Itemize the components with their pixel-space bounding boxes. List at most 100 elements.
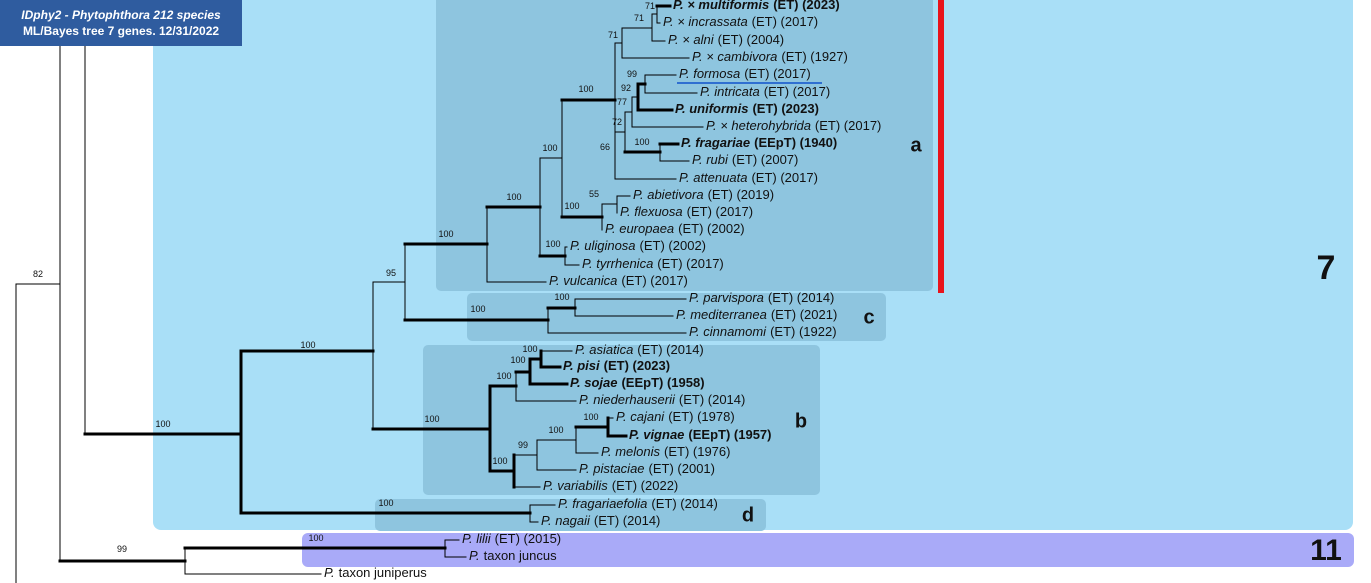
support-value: 100: [300, 340, 315, 350]
support-value: 71: [645, 1, 655, 11]
taxon-note: (ET) (2015): [495, 531, 561, 546]
taxon-label: P. vignae (EEpT) (1957): [629, 427, 771, 442]
taxon-note: (ET) (2007): [732, 152, 798, 167]
taxon-name: P. niederhauserii: [579, 392, 676, 407]
support-value: 100: [496, 371, 511, 381]
taxon-note: (ET) (2004): [718, 32, 784, 47]
taxon-name: P. lilii: [462, 531, 492, 546]
taxon-note: (ET) (2017): [621, 273, 687, 288]
taxon-label: P. fragariaefolia (ET) (2014): [558, 496, 718, 511]
taxon-note: (ET) (2014): [637, 342, 703, 357]
taxon-name: P. × multiformis: [673, 0, 769, 12]
support-value: 99: [627, 69, 637, 79]
taxon-label: P. nagaii (ET) (2014): [541, 513, 660, 528]
header: IDphy2 - Phytophthora 212 species ML/Bay…: [0, 0, 242, 46]
taxon-name: P. melonis: [601, 444, 661, 459]
taxon-name: P. variabilis: [543, 478, 608, 493]
taxon-note: (ET) (2023): [604, 358, 670, 373]
support-value: 100: [548, 425, 563, 435]
taxon-label: P. tyrrhenica (ET) (2017): [582, 256, 724, 271]
taxon-note: (ET) (2002): [640, 238, 706, 253]
header-line: ML/Bayes tree 7 genes. 12/31/2022: [22, 24, 220, 38]
taxon-label: P. uniformis (ET) (2023): [675, 101, 819, 116]
support-value: 100: [522, 344, 537, 354]
taxon-label: P. mediterranea (ET) (2021): [676, 307, 837, 322]
taxon-name: P. cinnamomi: [689, 324, 767, 339]
taxon-name: P. tyrrhenica: [582, 256, 653, 271]
taxon-name: P. asiatica: [575, 342, 633, 357]
support-value: 71: [608, 30, 618, 40]
taxon-note: (ET) (2014): [768, 290, 834, 305]
taxon-note: (ET) (1922): [770, 324, 836, 339]
taxon-note: (ET) (1978): [668, 409, 734, 424]
taxon-label: P. vulcanica (ET) (2017): [549, 273, 688, 288]
taxon-label: P. cajani (ET) (1978): [616, 409, 735, 424]
taxon-name: P. pisi: [563, 358, 600, 373]
taxon-label: P. intricata (ET) (2017): [700, 84, 830, 99]
taxon-note: (ET) (2022): [612, 478, 678, 493]
subclade-label: d: [742, 504, 754, 526]
taxon-label: P. formosa (ET) (2017): [679, 66, 811, 81]
taxon-note: (ET) (2017): [657, 256, 723, 271]
support-value: 95: [386, 268, 396, 278]
taxon-label: P. cinnamomi (ET) (1922): [689, 324, 837, 339]
support-value: 100: [564, 201, 579, 211]
support-value: 100: [308, 533, 323, 543]
taxon-label: P. attenuata (ET) (2017): [679, 170, 818, 185]
taxon-name: P. cajani: [616, 409, 665, 424]
taxon-name: P. × cambivora: [692, 49, 777, 64]
support-value: 100: [378, 498, 393, 508]
taxon-label: P. uliginosa (ET) (2002): [570, 238, 706, 253]
taxon-label: P. abietivora (ET) (2019): [633, 187, 774, 202]
taxon-label: P. pistaciae (ET) (2001): [579, 461, 715, 476]
taxon-note: taxon juncus: [484, 548, 557, 563]
subclade-label: a: [910, 134, 922, 156]
taxon-note: (ET) (2019): [708, 187, 774, 202]
taxon-name: P. fragariae: [681, 135, 750, 150]
taxon-note: (ET) (2023): [773, 0, 839, 12]
taxon-label: P. melonis (ET) (1976): [601, 444, 730, 459]
taxon-note: (ET) (2017): [752, 14, 818, 29]
support-value: 92: [621, 83, 631, 93]
taxon-note: taxon juniperus: [339, 565, 428, 580]
taxon-label: P. lilii (ET) (2015): [462, 531, 561, 546]
support-value: 71: [634, 13, 644, 23]
taxon-name: P. abietivora: [633, 187, 704, 202]
taxon-name: P. vignae: [629, 427, 684, 442]
taxon-note: (ET) (2014): [679, 392, 745, 407]
support-value: 100: [578, 84, 593, 94]
taxon-label: P. asiatica (ET) (2014): [575, 342, 704, 357]
taxon-label: P. europaea (ET) (2002): [605, 221, 745, 236]
taxon-name: P. × incrassata: [663, 14, 748, 29]
taxon-name: P. rubi: [692, 152, 729, 167]
clade-b-box: [423, 345, 820, 495]
taxon-name: P. sojae: [570, 375, 617, 390]
support-value: 100: [583, 412, 598, 422]
support-value: 100: [424, 414, 439, 424]
taxon-name: P. fragariaefolia: [558, 496, 647, 511]
clade-a-box: [436, 0, 933, 291]
header-line: IDphy2 - Phytophthora 212 species: [21, 8, 221, 22]
taxon-label: P. niederhauserii (ET) (2014): [579, 392, 745, 407]
taxon-name: P. pistaciae: [579, 461, 645, 476]
taxon-name: P. uniformis: [675, 101, 748, 116]
taxon-label: P. rubi (ET) (2007): [692, 152, 798, 167]
taxon-label: P. fragariae (EEpT) (1940): [681, 135, 837, 150]
support-value: 66: [600, 142, 610, 152]
taxon-note: (ET) (2002): [678, 221, 744, 236]
support-value: 100: [634, 137, 649, 147]
taxon-note: (ET) (2017): [815, 118, 881, 133]
taxon-note: (EEpT) (1940): [754, 135, 837, 150]
support-value: 100: [510, 355, 525, 365]
taxon-name: P. intricata: [700, 84, 760, 99]
support-value: 99: [518, 440, 528, 450]
taxon-note: (ET) (2014): [651, 496, 717, 511]
taxon-label: P. parvispora (ET) (2014): [689, 290, 834, 305]
taxon-note: (EEpT) (1957): [688, 427, 771, 442]
taxon-name: P. attenuata: [679, 170, 747, 185]
taxon-name: P. parvispora: [689, 290, 764, 305]
taxon-label: P. flexuosa (ET) (2017): [620, 204, 753, 219]
taxon-note: (ET) (2017): [764, 84, 830, 99]
